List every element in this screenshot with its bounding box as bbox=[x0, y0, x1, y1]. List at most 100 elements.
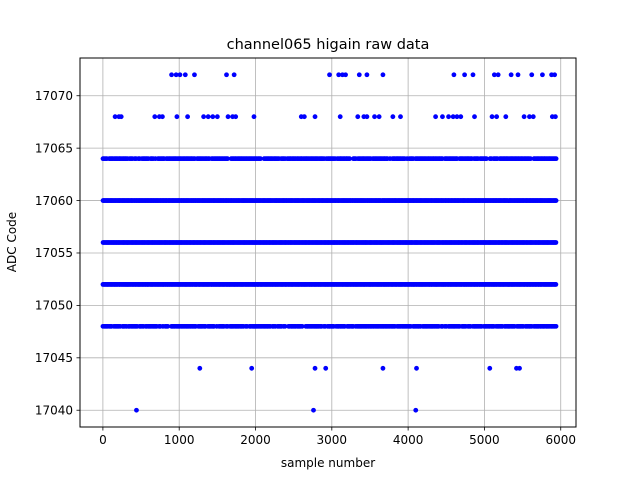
y-axis-ticks: 17040 17045 17050 17055 17060 17065 17070 bbox=[35, 89, 80, 417]
x-tick-label: 2000 bbox=[240, 433, 271, 447]
data-point bbox=[364, 72, 370, 78]
data-point bbox=[323, 365, 329, 371]
data-point bbox=[160, 114, 165, 120]
data-point bbox=[553, 282, 559, 287]
data-point bbox=[301, 114, 307, 120]
data-point bbox=[165, 323, 171, 329]
data-point bbox=[528, 156, 533, 162]
data-point bbox=[553, 198, 559, 203]
data-point bbox=[152, 114, 158, 120]
x-axis-ticks: 0 1000 2000 3000 4000 5000 6000 bbox=[99, 427, 576, 447]
x-tick-label: 3000 bbox=[317, 433, 348, 447]
data-point bbox=[413, 407, 419, 413]
y-axis-title: ADC Code bbox=[5, 212, 19, 272]
data-point bbox=[355, 114, 361, 120]
x-tick-label: 5000 bbox=[469, 433, 500, 447]
data-point bbox=[553, 240, 559, 245]
data-point bbox=[372, 114, 377, 120]
data-point bbox=[134, 407, 139, 413]
data-point bbox=[458, 114, 464, 120]
data-point bbox=[521, 114, 527, 120]
x-tick-label: 6000 bbox=[545, 433, 576, 447]
data-point bbox=[224, 72, 229, 78]
data-point bbox=[529, 72, 535, 78]
data-point bbox=[527, 114, 532, 120]
data-point bbox=[433, 114, 438, 120]
data-point bbox=[312, 114, 318, 120]
data-point bbox=[233, 114, 239, 120]
data-point bbox=[225, 114, 231, 120]
data-point bbox=[364, 114, 370, 120]
data-point bbox=[495, 72, 501, 78]
data-point bbox=[414, 365, 419, 371]
data-point bbox=[440, 114, 445, 120]
data-point bbox=[174, 114, 180, 120]
data-point bbox=[312, 365, 318, 371]
data-point bbox=[530, 114, 536, 120]
data-point bbox=[487, 365, 493, 371]
data-point bbox=[258, 156, 263, 162]
data-point bbox=[503, 114, 509, 120]
data-point bbox=[118, 114, 124, 120]
y-tick-label: 17070 bbox=[35, 89, 73, 103]
data-point bbox=[470, 72, 476, 78]
data-point bbox=[282, 323, 288, 329]
x-tick-label: 4000 bbox=[393, 433, 424, 447]
data-point bbox=[327, 72, 332, 78]
y-tick-label: 17040 bbox=[35, 403, 73, 417]
data-point bbox=[311, 407, 316, 413]
data-point bbox=[450, 114, 456, 120]
data-point bbox=[173, 72, 179, 78]
chart-title: channel065 higain raw data bbox=[227, 37, 430, 53]
data-point bbox=[508, 72, 514, 78]
data-point bbox=[231, 72, 237, 78]
data-point bbox=[380, 72, 386, 78]
data-point bbox=[169, 72, 174, 78]
data-point bbox=[517, 365, 522, 371]
data-point bbox=[380, 365, 386, 371]
data-point bbox=[489, 114, 495, 120]
data-point bbox=[251, 114, 257, 120]
data-point bbox=[376, 114, 382, 120]
x-tick-label: 1000 bbox=[164, 433, 195, 447]
data-point bbox=[553, 323, 559, 329]
data-point bbox=[451, 72, 457, 78]
data-point bbox=[472, 114, 477, 120]
data-point bbox=[343, 72, 348, 78]
data-point bbox=[197, 365, 203, 371]
data-point bbox=[336, 72, 342, 78]
data-points bbox=[100, 72, 559, 413]
x-axis-title: sample number bbox=[281, 456, 375, 470]
data-point bbox=[356, 72, 362, 78]
data-point bbox=[494, 114, 500, 120]
data-point bbox=[454, 114, 460, 120]
y-tick-label: 17065 bbox=[35, 141, 73, 155]
y-tick-label: 17050 bbox=[35, 299, 73, 313]
plot-frame bbox=[79, 57, 577, 428]
data-point bbox=[540, 72, 545, 78]
data-point bbox=[337, 114, 343, 120]
data-point bbox=[552, 72, 558, 78]
data-point bbox=[225, 156, 230, 162]
data-point bbox=[201, 114, 207, 120]
data-point bbox=[552, 114, 558, 120]
data-point bbox=[177, 72, 183, 78]
data-point bbox=[205, 114, 211, 120]
data-point bbox=[515, 72, 521, 78]
data-point bbox=[249, 365, 255, 371]
y-tick-label: 17055 bbox=[35, 246, 73, 260]
y-tick-label: 17045 bbox=[35, 351, 73, 365]
data-point bbox=[347, 156, 353, 162]
data-point bbox=[182, 72, 188, 78]
data-point bbox=[491, 72, 497, 78]
data-point bbox=[192, 72, 197, 78]
x-tick-label: 0 bbox=[99, 433, 107, 447]
data-point bbox=[390, 114, 396, 120]
data-point bbox=[214, 114, 220, 120]
data-point bbox=[553, 156, 559, 162]
data-point bbox=[210, 114, 216, 120]
data-point bbox=[446, 114, 451, 120]
data-point bbox=[185, 114, 190, 120]
